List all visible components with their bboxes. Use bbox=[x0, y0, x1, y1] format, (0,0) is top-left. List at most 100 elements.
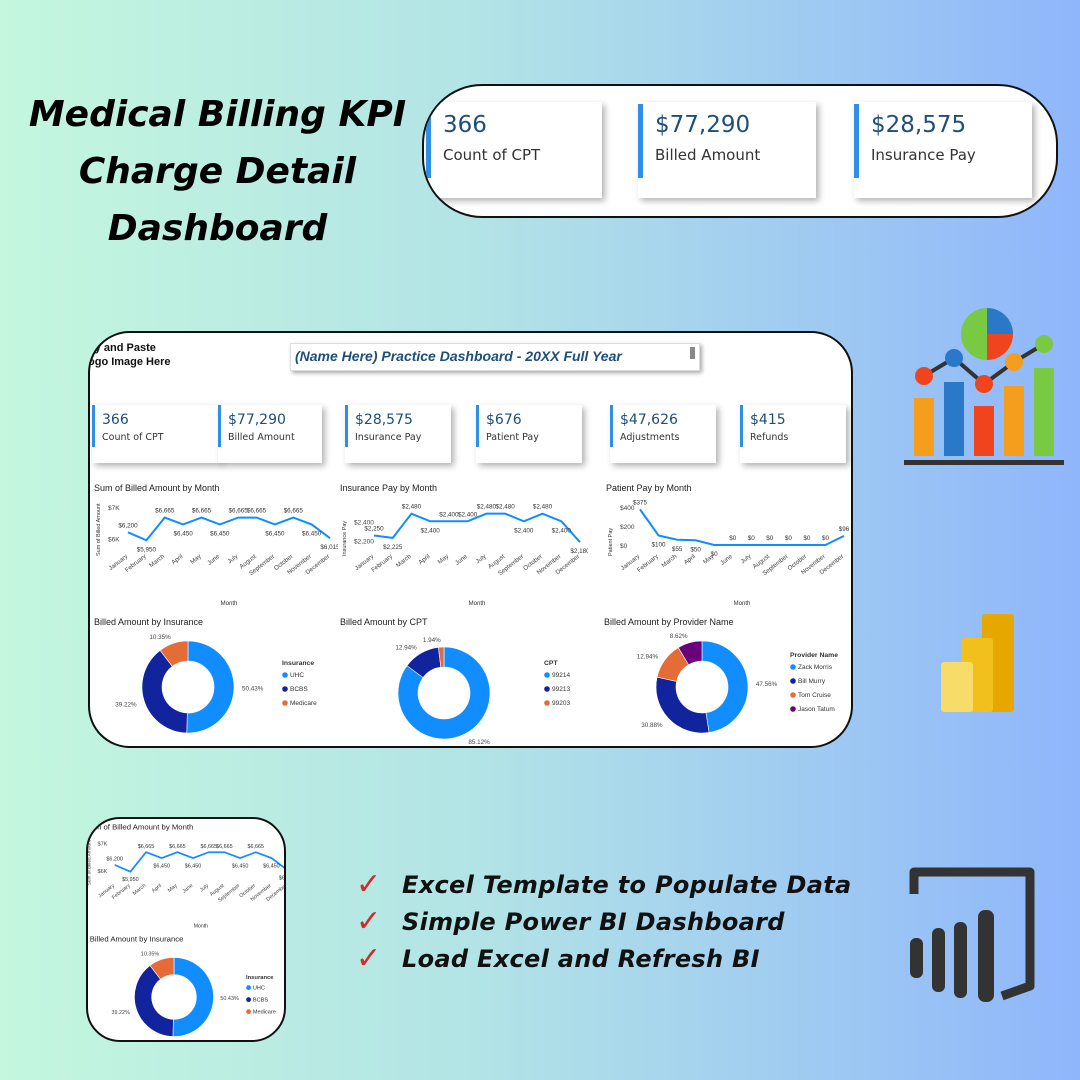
data-label: $6,450 bbox=[153, 864, 170, 870]
donut-slice-99203 bbox=[438, 646, 445, 668]
y-tick-label: $6K bbox=[108, 537, 120, 544]
data-label: $6,665 bbox=[169, 844, 186, 850]
kpi-accent-bar bbox=[218, 405, 221, 447]
data-label: $6,665 bbox=[200, 844, 217, 850]
legend-label: Medicare bbox=[290, 700, 317, 707]
x-tick-label: February bbox=[124, 553, 149, 574]
data-label: $6,665 bbox=[229, 508, 249, 515]
kpi-value: 366 bbox=[102, 412, 129, 428]
y-tick-label: $400 bbox=[620, 505, 635, 512]
data-label: $6,665 bbox=[247, 844, 264, 850]
kpi-label: Adjustments bbox=[620, 432, 680, 443]
legend-marker bbox=[282, 686, 288, 692]
percent-label: 10.35% bbox=[149, 634, 171, 641]
chart-title: Insurance Pay by Month bbox=[340, 483, 437, 493]
legend-label: Bill Murry bbox=[798, 678, 826, 685]
chart-title: Sum of Billed Amount by Month bbox=[94, 483, 220, 493]
data-label: $5,950 bbox=[122, 877, 139, 883]
kpi-card-billed-amount: $77,290 Billed Amount bbox=[638, 102, 816, 198]
power-bi-outline-icon bbox=[909, 867, 1035, 1002]
data-label: $55 bbox=[672, 546, 683, 553]
x-tick-label: May bbox=[167, 883, 179, 894]
percent-label: 12.94% bbox=[395, 644, 417, 651]
kpi-accent-bar bbox=[610, 405, 613, 447]
data-label: $2,250 bbox=[364, 526, 384, 533]
kpi-card-count-cpt: 366 Count of CPT bbox=[426, 102, 602, 198]
donut-slice-uhc bbox=[172, 957, 214, 1037]
legend-label: UHC bbox=[290, 672, 304, 679]
chart-title: Billed Amount by Provider Name bbox=[604, 617, 734, 627]
kpi-value: $676 bbox=[486, 412, 522, 428]
data-label: $6,450 bbox=[265, 530, 285, 537]
data-label: $6,200 bbox=[118, 522, 138, 529]
donut-slice-bill-murry bbox=[655, 676, 710, 734]
cpt-donut-chart: Billed Amount by CPT 85.12% 12.94% 1.94% CPT… bbox=[340, 617, 570, 746]
list-item: ✓ Simple Power BI Dashboard bbox=[356, 903, 852, 940]
data-label: $6,450 bbox=[232, 864, 249, 870]
kpi-value: $77,290 bbox=[228, 412, 286, 428]
chart-title: Billed Amount by Insurance bbox=[90, 934, 184, 943]
legend-marker bbox=[790, 664, 796, 670]
list-item: ✓ Load Excel and Refresh BI bbox=[356, 940, 852, 977]
x-tick-label: July bbox=[740, 553, 754, 566]
kpi-label: Count of CPT bbox=[102, 432, 164, 443]
data-label: $0 bbox=[766, 535, 774, 542]
kpi-card-patient-pay: $676 Patient Pay bbox=[476, 405, 582, 463]
x-tick-label: July bbox=[199, 883, 210, 894]
legend-marker bbox=[246, 985, 251, 991]
data-label: $375 bbox=[633, 499, 648, 506]
kpi-accent-bar bbox=[92, 405, 95, 447]
list-item: ✓ Excel Template to Populate Data bbox=[356, 866, 852, 903]
data-label: $2,480 bbox=[533, 504, 553, 511]
billed-amount-line-chart-zoom: Sum of Billed Amount by Month Sum of Bill… bbox=[88, 822, 284, 929]
x-tick-label: February bbox=[636, 553, 661, 574]
data-label: $2,180 bbox=[570, 548, 588, 555]
data-label: $96 bbox=[839, 526, 850, 533]
legend-label: Medicare bbox=[253, 1009, 276, 1015]
data-label: $6,665 bbox=[155, 508, 175, 515]
y-tick-label: $2,400 bbox=[354, 519, 374, 526]
y-axis-label: Patient Pay bbox=[608, 528, 614, 556]
feature-text: Load Excel and Refresh BI bbox=[402, 944, 760, 973]
kpi-accent-bar bbox=[638, 104, 643, 178]
data-label: $0 bbox=[711, 551, 719, 558]
x-tick-label: March bbox=[395, 553, 413, 569]
x-tick-label: March bbox=[660, 553, 678, 569]
dashboard-preview: py and Paste ogo Image Here (Name Here) … bbox=[88, 331, 853, 748]
legend-label: 99203 bbox=[552, 700, 570, 707]
data-label: $6,665 bbox=[284, 508, 304, 515]
percent-label: 50.43% bbox=[220, 996, 239, 1002]
dashboard-title-box[interactable]: (Name Here) Practice Dashboard - 20XX Fu… bbox=[290, 343, 700, 371]
y-tick-label: $2,200 bbox=[354, 538, 374, 545]
checkmark-icon: ✓ bbox=[356, 941, 382, 976]
data-label: $6,450 bbox=[302, 530, 322, 537]
x-axis-label: Month bbox=[734, 601, 751, 607]
y-tick-label: $0 bbox=[620, 543, 628, 550]
data-label: $6,450 bbox=[185, 864, 202, 870]
x-tick-label: April bbox=[683, 553, 697, 566]
x-tick-label: June bbox=[719, 553, 734, 567]
percent-label: 12.94% bbox=[637, 654, 659, 661]
chart-title: Billed Amount by Insurance bbox=[94, 617, 203, 627]
donut-slice-medicare bbox=[159, 640, 189, 667]
kpi-value: $28,575 bbox=[871, 112, 967, 138]
kpi-card-adjustments: $47,626 Adjustments bbox=[610, 405, 716, 463]
hero-title-line-2: Charge Detail bbox=[78, 151, 357, 192]
scrollbar[interactable] bbox=[690, 347, 695, 359]
kpi-value: $47,626 bbox=[620, 412, 678, 428]
chart-title: Patient Pay by Month bbox=[606, 483, 692, 493]
legend-label: UHC bbox=[253, 985, 265, 991]
legend-marker bbox=[544, 672, 550, 678]
chart-title: Billed Amount by CPT bbox=[340, 617, 428, 627]
data-label: $6,665 bbox=[216, 844, 233, 850]
donut-slice-medicare bbox=[149, 957, 175, 980]
legend-marker bbox=[544, 686, 550, 692]
kpi-preview-panel: 366 Count of CPT $77,290 Billed Amount $… bbox=[422, 84, 1058, 218]
percent-label: 30.88% bbox=[641, 722, 663, 729]
zoomed-preview: Sum of Billed Amount by Month Sum of Bill… bbox=[86, 817, 286, 1042]
data-label: $6,665 bbox=[247, 508, 267, 515]
legend-title: CPT bbox=[544, 660, 558, 667]
x-axis-label: Month bbox=[469, 601, 486, 607]
kpi-card-insurance-pay: $28,575 Insurance Pay bbox=[345, 405, 451, 463]
kpi-label: Insurance Pay bbox=[871, 146, 976, 164]
